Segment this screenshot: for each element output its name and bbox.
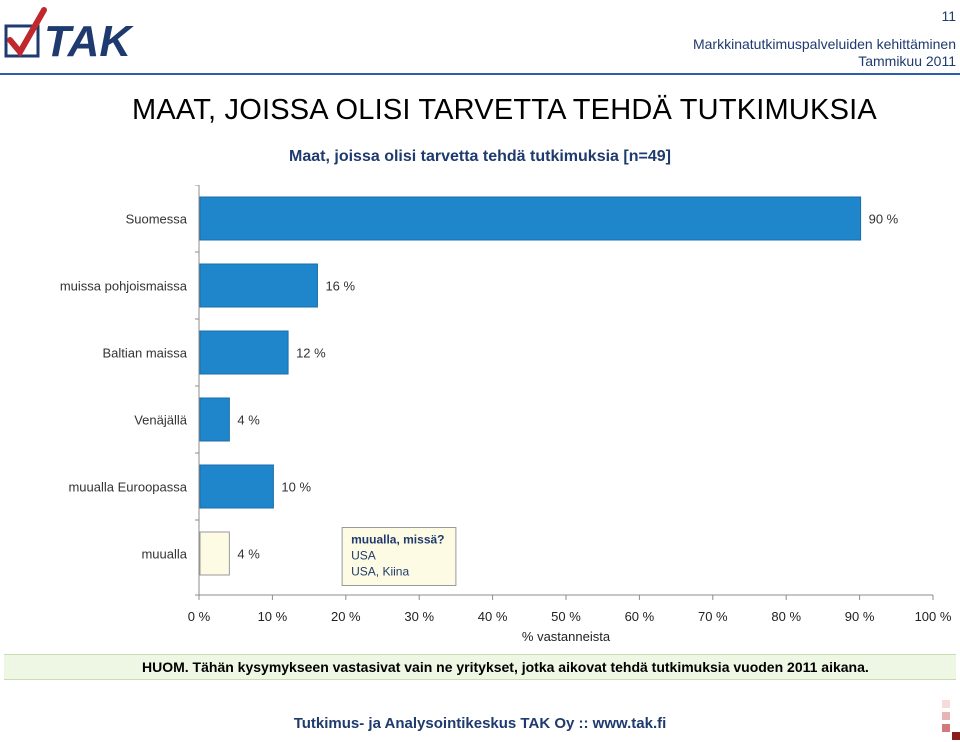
tak-logo: TAK	[4, 4, 154, 66]
annotation-box	[341, 527, 457, 586]
data-label: 4 %	[237, 547, 260, 562]
checkmark-icon	[7, 7, 47, 58]
x-tick-label: 80 %	[771, 609, 801, 624]
x-tick-label: 100 %	[915, 609, 952, 624]
page-number: 11	[941, 8, 956, 24]
category-label: Venäjällä	[134, 413, 188, 428]
category-label: muualla	[141, 547, 187, 562]
x-tick-label: 0 %	[188, 609, 211, 624]
bar	[199, 397, 230, 442]
note-text: HUOM. Tähän kysymykseen vastasivat vain …	[142, 659, 869, 675]
bar	[199, 330, 289, 375]
data-label: 4 %	[237, 413, 260, 428]
category-label: muissa pohjoismaissa	[60, 279, 188, 294]
deco-square	[942, 724, 950, 732]
deco-square	[942, 700, 950, 708]
bar	[199, 263, 318, 308]
category-label: Suomessa	[126, 212, 188, 227]
data-label: 90 %	[869, 212, 899, 227]
bar-chart: Suomessa 90 % muissa pohjoismaissa 16 % Balt…	[60, 185, 952, 644]
deco-square	[952, 732, 960, 740]
bar	[199, 464, 274, 509]
x-tick-label: 70 %	[698, 609, 728, 624]
logo-box	[4, 24, 40, 58]
chart-subtitle: Maat, joissa olisi tarvetta tehdä tutkim…	[289, 148, 671, 165]
bar	[199, 196, 862, 241]
x-tick-label: 30 %	[404, 609, 434, 624]
x-tick-label: 90 %	[845, 609, 875, 624]
page-title: MAAT, JOISSA OLISI TARVETTA TEHDÄ TUTKIM…	[132, 94, 877, 126]
x-tick-label: 50 %	[551, 609, 581, 624]
x-tick-label: 10 %	[258, 609, 288, 624]
annotation-line: USA, Kiina	[351, 565, 409, 579]
data-label: 16 %	[325, 279, 355, 294]
x-tick-label: 40 %	[478, 609, 508, 624]
note-bar: HUOM. Tähän kysymykseen vastasivat vain …	[4, 654, 956, 680]
header-org: Markkinatutkimuspalveluiden kehittäminen…	[693, 36, 956, 70]
org-line: Markkinatutkimuspalveluiden kehittäminen	[692, 36, 956, 52]
date-line: Tammikuu 2011	[858, 53, 956, 69]
annotation-line: USA	[351, 549, 376, 563]
category-label: Baltian maissa	[102, 346, 187, 361]
x-tick-label: 20 %	[331, 609, 361, 624]
header-rule	[0, 73, 960, 75]
category-label: muualla Euroopassa	[68, 480, 187, 495]
deco-square	[942, 712, 950, 720]
x-tick-label: 60 %	[625, 609, 655, 624]
bar	[199, 531, 230, 576]
data-label: 12 %	[296, 346, 326, 361]
annotation-title: muualla, missä?	[351, 533, 444, 547]
footer: Tutkimus- ja Analysointikeskus TAK Oy ::…	[293, 715, 667, 732]
x-axis-label: % vastanneista	[522, 629, 611, 644]
logo-text: TAK	[44, 17, 134, 64]
data-label: 10 %	[281, 480, 311, 495]
